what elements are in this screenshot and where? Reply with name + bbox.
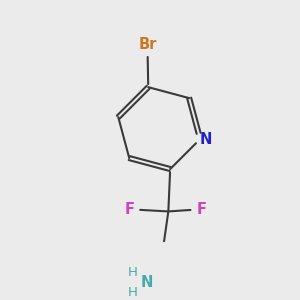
Text: H: H — [127, 266, 137, 280]
Text: F: F — [124, 202, 135, 217]
Text: F: F — [196, 202, 206, 217]
Text: H: H — [127, 286, 137, 299]
Text: Br: Br — [138, 37, 157, 52]
Text: N: N — [141, 275, 153, 290]
Text: N: N — [200, 132, 212, 147]
